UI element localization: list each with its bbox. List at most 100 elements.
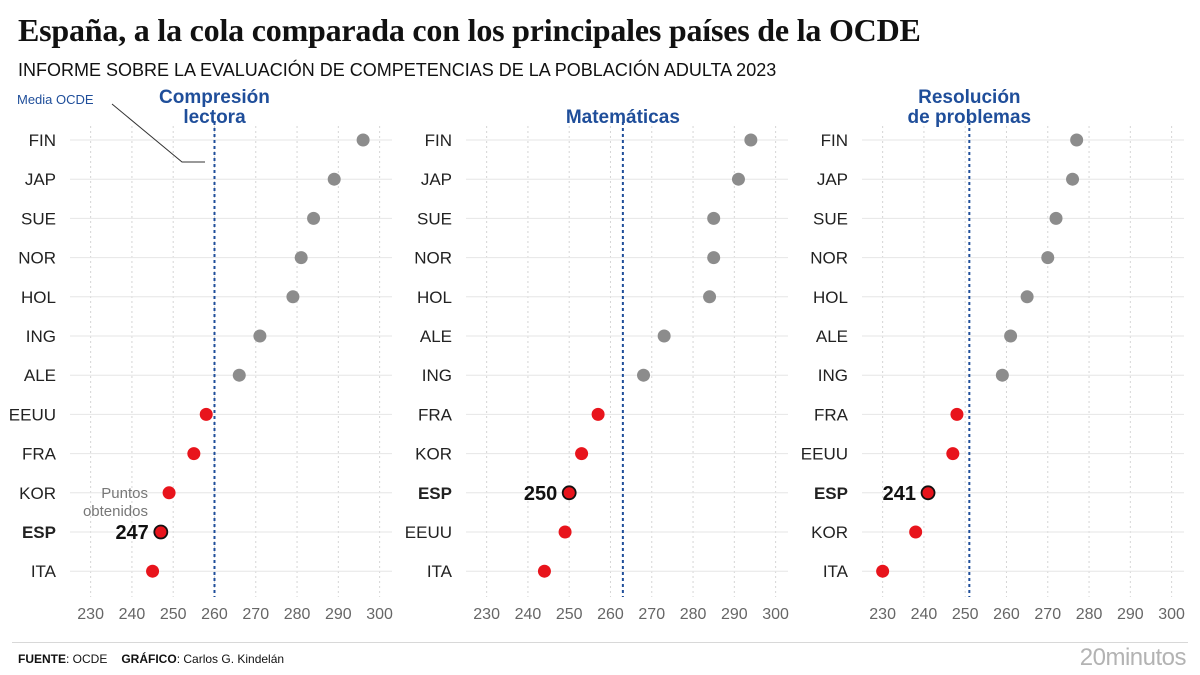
data-point	[1066, 172, 1080, 186]
data-point	[232, 368, 246, 382]
data-point	[537, 564, 551, 578]
x-tick-label: 290	[325, 606, 352, 623]
y-category-label: FIN	[29, 131, 56, 150]
annotation-leader-line	[111, 103, 205, 163]
data-point	[146, 564, 160, 578]
y-category-label: SUE	[813, 209, 848, 228]
data-point	[162, 486, 176, 500]
y-category-label: ESP	[22, 523, 56, 542]
data-point	[637, 368, 651, 382]
chart-title: España, a la cola comparada con los prin…	[18, 12, 921, 48]
footer-credits: FUENTE: OCDE GRÁFICO: Carlos G. Kindelán	[18, 652, 284, 666]
brand-logo: 20minutos	[1079, 644, 1187, 671]
data-point	[356, 133, 370, 147]
data-point	[253, 329, 267, 343]
y-category-label: HOL	[21, 288, 56, 307]
graphic-label: GRÁFICO	[121, 652, 177, 666]
y-category-label: ESP	[814, 484, 848, 503]
data-point	[1049, 211, 1063, 225]
annotation-points-label: Puntos	[101, 485, 148, 502]
data-point	[1020, 290, 1034, 304]
x-tick-label: 260	[201, 606, 228, 623]
y-category-label: FIN	[821, 131, 848, 150]
x-tick-label: 290	[1117, 606, 1144, 623]
x-tick-label: 260	[993, 606, 1020, 623]
x-tick-label: 290	[721, 606, 748, 623]
data-point	[199, 407, 213, 421]
data-point	[1041, 251, 1055, 265]
data-point	[1004, 329, 1018, 343]
graphic-value: : Carlos G. Kindelán	[176, 652, 285, 666]
y-category-label: ING	[422, 366, 452, 385]
x-tick-label: 240	[515, 606, 542, 623]
y-category-label: FRA	[418, 405, 453, 424]
x-tick-label: 270	[242, 606, 269, 623]
x-tick-label: 280	[284, 606, 311, 623]
data-point-highlight	[153, 524, 169, 540]
x-tick-label: 280	[680, 606, 707, 623]
panel-title: Matemáticas	[566, 107, 680, 128]
data-point	[294, 251, 308, 265]
panel-title: Resolución	[918, 87, 1020, 108]
y-category-label: ING	[26, 327, 56, 346]
source-value: : OCDE	[66, 652, 108, 666]
data-point	[307, 211, 321, 225]
data-point	[591, 407, 605, 421]
y-category-label: ING	[818, 366, 848, 385]
annotation-points-label: obtenidos	[83, 503, 148, 520]
data-point	[657, 329, 671, 343]
y-category-label: JAP	[817, 170, 848, 189]
x-tick-label: 300	[366, 606, 393, 623]
y-category-label: JAP	[25, 170, 56, 189]
y-category-label: HOL	[813, 288, 848, 307]
y-category-label: EEUU	[801, 445, 848, 464]
y-category-label: FRA	[814, 405, 849, 424]
x-tick-label: 300	[762, 606, 789, 623]
x-tick-label: 300	[1158, 606, 1185, 623]
y-category-label: ITA	[823, 562, 849, 581]
y-category-label: EEUU	[405, 523, 452, 542]
y-category-label: HOL	[417, 288, 452, 307]
y-category-label: ITA	[31, 562, 57, 581]
data-point	[995, 368, 1009, 382]
data-point	[703, 290, 717, 304]
y-category-label: ITA	[427, 562, 453, 581]
x-tick-label: 270	[1034, 606, 1061, 623]
y-category-label: EEUU	[9, 405, 56, 424]
x-tick-label: 250	[556, 606, 583, 623]
x-tick-label: 260	[597, 606, 624, 623]
y-category-label: KOR	[811, 523, 848, 542]
chart-subtitle: INFORME SOBRE LA EVALUACIÓN DE COMPETENC…	[18, 60, 777, 80]
data-label-highlight: 247	[115, 522, 148, 544]
panel-title: Compresión	[159, 87, 270, 108]
data-point	[286, 290, 300, 304]
data-label-highlight: 241	[883, 483, 916, 505]
y-category-label: FRA	[22, 445, 57, 464]
y-category-label: NOR	[18, 249, 56, 268]
data-point-highlight	[920, 485, 936, 501]
y-category-label: ALE	[816, 327, 848, 346]
x-tick-label: 230	[473, 606, 500, 623]
x-tick-label: 240	[911, 606, 938, 623]
x-tick-label: 230	[77, 606, 104, 623]
y-category-label: FIN	[425, 131, 452, 150]
data-point	[707, 211, 721, 225]
data-point	[187, 447, 201, 461]
y-category-label: ALE	[24, 366, 56, 385]
data-point	[876, 564, 890, 578]
annotation-oecd-mean-label: Media OCDE	[17, 92, 94, 107]
panel-title: de problemas	[908, 107, 1032, 128]
x-tick-label: 250	[160, 606, 187, 623]
panel-title: lectora	[183, 107, 246, 128]
x-tick-label: 270	[638, 606, 665, 623]
y-category-label: KOR	[415, 445, 452, 464]
data-point-highlight	[561, 485, 577, 501]
data-point	[575, 447, 589, 461]
data-label-highlight: 250	[524, 483, 557, 505]
data-point	[707, 251, 721, 265]
y-category-label: KOR	[19, 484, 56, 503]
chart-area: 230 240 250 260 270 280 290 300 FIN JAP SUE NOR HOL I…	[9, 87, 1185, 623]
data-point	[946, 447, 960, 461]
x-tick-label: 230	[869, 606, 896, 623]
x-tick-label: 250	[952, 606, 979, 623]
